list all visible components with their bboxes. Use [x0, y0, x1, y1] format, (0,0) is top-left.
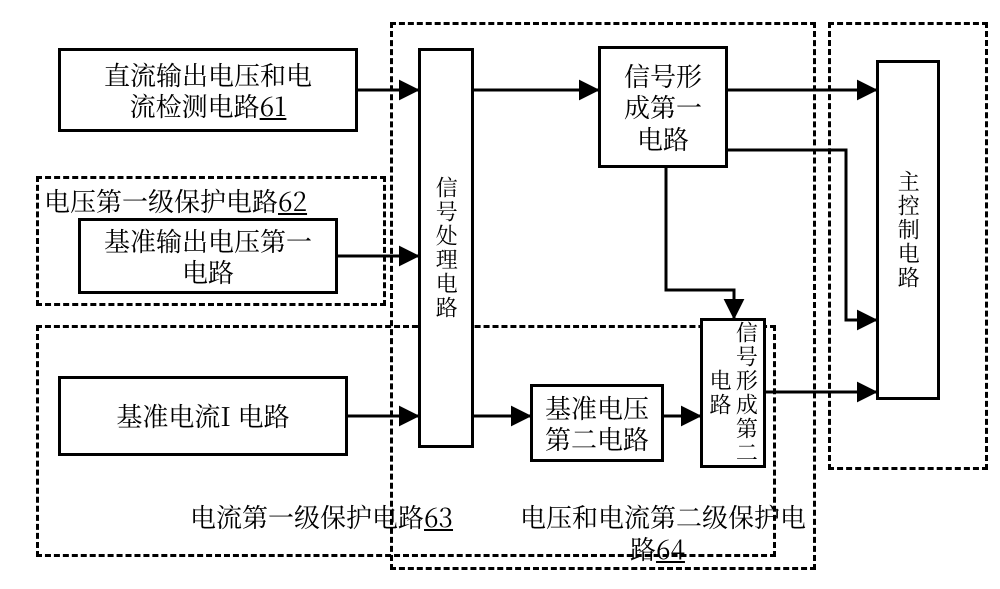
- caption-62: 电压第一级保护电路62: [44, 182, 307, 219]
- box-sigform1: 信号形成第一电路: [598, 46, 728, 168]
- box-ref-i-label: 基准电流I 电路: [116, 400, 289, 431]
- box-sigform2: 信号形成第二电路: [700, 318, 766, 468]
- box-sigform2-label: 信号形成第二电路: [707, 321, 760, 465]
- box-61-label: 直流输出电压和电流检测电路61: [104, 59, 312, 121]
- diagram-stage: 直流输出电压和电流检测电路61 基准输出电压第一电路 基准电流I 电路 信号处理…: [0, 0, 1000, 589]
- box-main-label: 主控制电路: [895, 170, 921, 290]
- box-61: 直流输出电压和电流检测电路61: [58, 48, 358, 132]
- box-ref-i: 基准电流I 电路: [58, 376, 348, 456]
- caption-63: 电流第一级保护电路63: [190, 498, 453, 535]
- box-ref-v1: 基准输出电压第一电路: [78, 218, 338, 294]
- box-ref-v2-label: 基准电压第二电路: [545, 392, 649, 454]
- box-sigproc-label: 信号处理电路: [433, 176, 459, 320]
- box-ref-v2: 基准电压第二电路: [530, 384, 664, 462]
- box-ref-v1-label: 基准输出电压第一电路: [104, 225, 312, 287]
- box-sigform1-label: 信号形成第一电路: [624, 60, 702, 154]
- box-main: 主控制电路: [876, 60, 940, 400]
- box-sigproc: 信号处理电路: [418, 48, 474, 448]
- caption-64-line2: 路64: [630, 530, 685, 567]
